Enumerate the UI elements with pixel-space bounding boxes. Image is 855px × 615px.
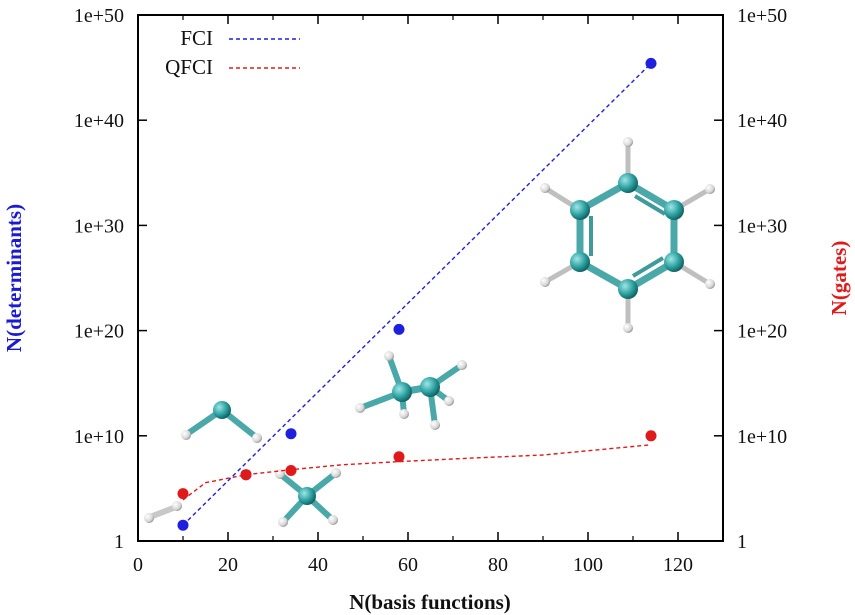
- ticks: [137, 14, 723, 542]
- methane-molecule: [275, 468, 341, 527]
- y-tick-label-right: 1e+40: [737, 110, 787, 132]
- y-tick-label-left: 1e+30: [74, 215, 124, 237]
- data-point-qfci: [177, 488, 189, 500]
- y-tick-label-left: 1e+20: [74, 321, 124, 343]
- x-tick-label: 100: [573, 554, 603, 576]
- benzene-molecule: [540, 137, 715, 333]
- y-tick-label-right: 1e+30: [737, 215, 787, 237]
- x-tick-labels: 0 20 40 60 80 100 120: [133, 554, 693, 576]
- x-tick-label: 120: [663, 554, 693, 576]
- x-tick-label: 40: [308, 554, 328, 576]
- y-tick-label-right: 1e+50: [737, 5, 787, 27]
- data-point-fci: [285, 428, 297, 440]
- series-line-fci: [182, 62, 652, 526]
- data-point-fci: [177, 519, 189, 531]
- water-molecule: [181, 401, 262, 443]
- h2-molecule: [144, 501, 182, 523]
- y-tick-labels-left: 1 1e+10 1e+20 1e+30 1e+40 1e+50: [74, 5, 124, 553]
- y-tick-label-left: 1e+50: [74, 5, 124, 27]
- legend-label-fci: FCI: [180, 26, 213, 50]
- series-layer: [177, 57, 657, 531]
- data-point-qfci: [285, 465, 297, 476]
- legend: FCI QFCI: [165, 26, 300, 79]
- y-tick-label-left: 1e+40: [74, 110, 124, 132]
- ethane-molecule: [355, 351, 467, 430]
- data-point-fci: [393, 323, 405, 335]
- y-tick-label-left: 1: [114, 531, 124, 553]
- data-point-qfci: [240, 469, 252, 481]
- x-tick-label: 0: [133, 554, 143, 576]
- y-tick-label-right: 1: [737, 531, 747, 553]
- legend-label-qfci: QFCI: [165, 55, 213, 79]
- y-tick-labels-right: 1 1e+10 1e+20 1e+30 1e+40 1e+50: [737, 5, 787, 553]
- y-tick-label-right: 1e+20: [737, 321, 787, 343]
- y-tick-label-left: 1e+10: [74, 426, 124, 448]
- x-axis-title: N(basis functions): [349, 590, 511, 614]
- data-point-qfci: [393, 451, 405, 463]
- series-line-qfci: [182, 444, 652, 501]
- y-tick-label-right: 1e+10: [737, 426, 787, 448]
- y-axis-title-right: N(gates): [827, 241, 851, 316]
- data-point-fci: [645, 57, 657, 69]
- y-axis-title-left: N(determinants): [2, 204, 26, 352]
- data-point-qfci: [645, 430, 657, 442]
- x-tick-label: 80: [488, 554, 508, 576]
- plot-frame: [137, 14, 724, 542]
- x-tick-label: 60: [398, 554, 418, 576]
- x-tick-label: 20: [218, 554, 238, 576]
